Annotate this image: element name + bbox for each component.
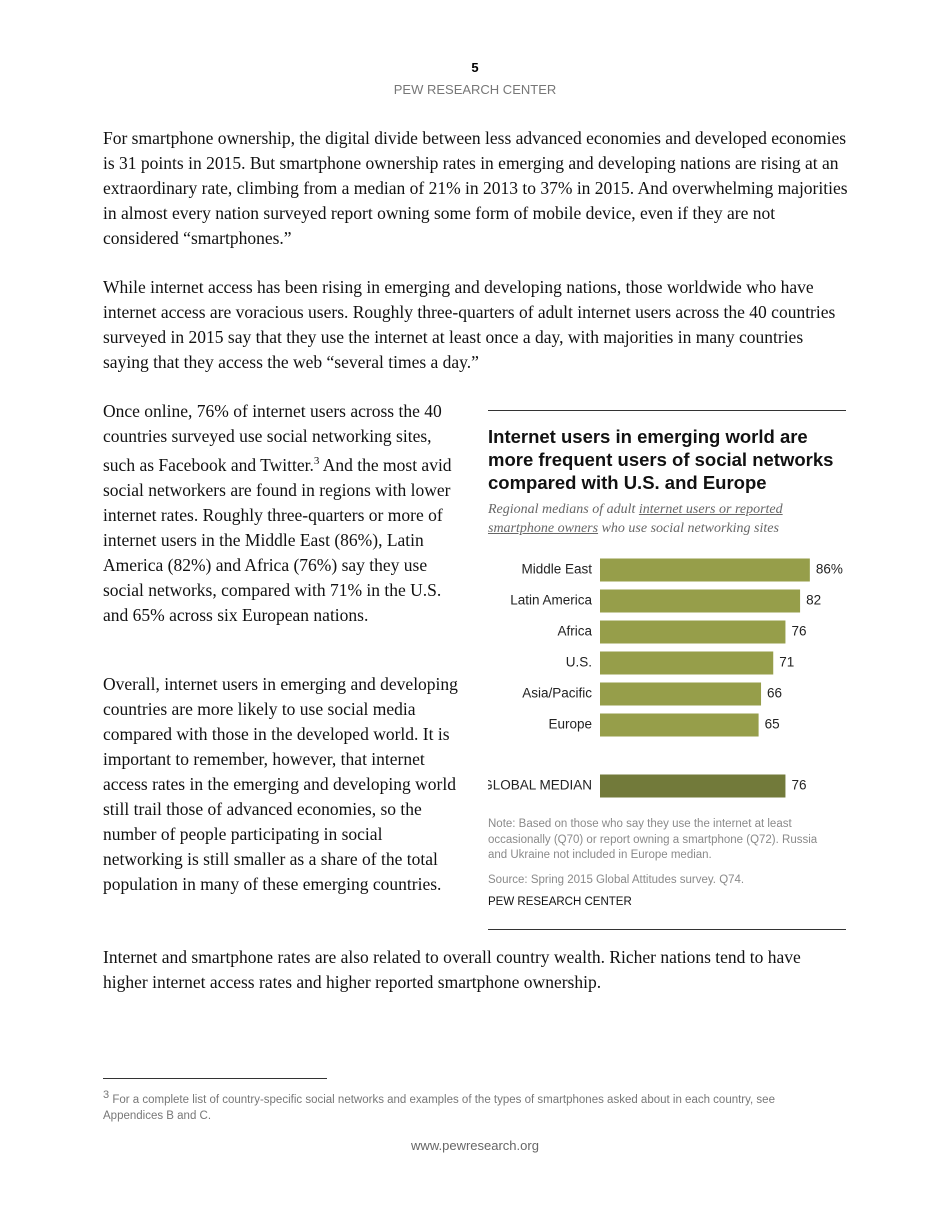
value-label: 82 (806, 593, 821, 608)
text: And the most avid social networkers are … (103, 454, 452, 625)
paragraph: Once online, 76% of internet users acros… (103, 399, 459, 628)
text: who use social networking sites (598, 521, 779, 536)
footnote-rule (103, 1078, 327, 1079)
bar (600, 620, 786, 644)
category-label: Latin America (510, 593, 592, 608)
bar (600, 713, 759, 737)
text: Once online, 76% of internet users acros… (103, 401, 442, 475)
bar (600, 558, 810, 582)
value-label: 71 (779, 655, 794, 670)
category-label: Middle East (521, 562, 592, 577)
chart: Middle East 86% Latin America 82 Africa 76 U.S… (488, 558, 843, 798)
category-label: U.S. (566, 655, 592, 670)
paragraph: Overall, internet users in emerging and … (103, 674, 458, 894)
bar (600, 651, 774, 675)
category-label: Africa (557, 624, 592, 639)
value-label: 76 (791, 624, 806, 639)
value-label: 86% (816, 562, 843, 577)
category-label: Asia/Pacific (522, 686, 592, 701)
category-label: Europe (548, 717, 592, 732)
bar (600, 682, 762, 706)
footnote: 3 For a complete list of country-specifi… (103, 1087, 823, 1124)
text: internet users or reported smartphone ow… (488, 502, 783, 536)
value-label: 76 (791, 778, 806, 793)
bar (600, 774, 786, 798)
value-label: 65 (765, 717, 780, 732)
chart-credit: PEW RESEARCH CENTER (488, 896, 632, 908)
header-org: PEW RESEARCH CENTER (393, 82, 557, 97)
page-number: 5 (471, 60, 479, 75)
chart-note: Note: Based on those who say they use th… (488, 818, 818, 861)
bar (600, 589, 801, 613)
paragraph: While internet access has been rising in… (103, 277, 836, 372)
chart-box: Internet users in emerging world are mor… (488, 410, 846, 930)
chart-subtitle: Regional medians of adult internet users… (488, 500, 846, 538)
footer: www.pewresearch.org (411, 1138, 539, 1153)
paragraph: Internet and smartphone rates are also r… (103, 947, 801, 992)
chart-source: Source: Spring 2015 Global Attitudes sur… (488, 874, 745, 886)
value-label: 66 (767, 686, 782, 701)
chart-title: Internet users in emerging world are mor… (488, 426, 834, 493)
text: Regional medians of adult (488, 502, 639, 517)
text: For a complete list of country-specific … (103, 1093, 775, 1122)
footnote-ref: 3 (103, 1089, 110, 1101)
category-label: GLOBAL MEDIAN (488, 778, 592, 793)
footnote-ref: 3 (313, 455, 320, 467)
paragraph: For smartphone ownership, the digital di… (103, 128, 848, 248)
